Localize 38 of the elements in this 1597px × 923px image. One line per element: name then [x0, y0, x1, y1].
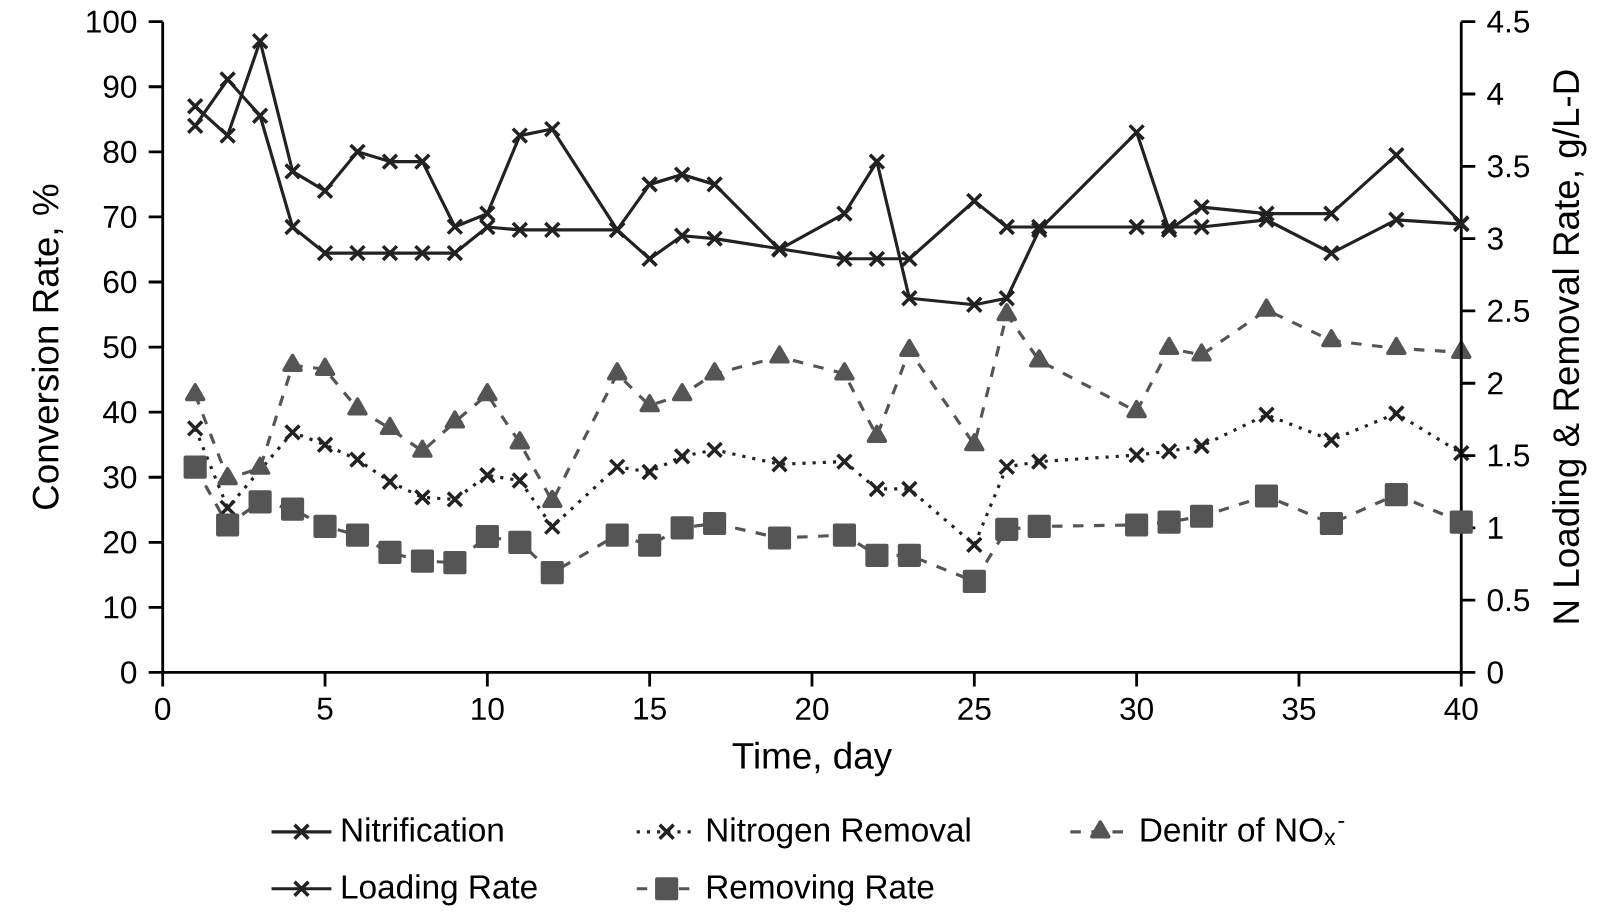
x-tick-label: 40: [1444, 697, 1478, 721]
x-tick-label: 5: [317, 697, 333, 720]
y-tick-label: 20: [103, 531, 137, 554]
x-tick-label: 15: [634, 697, 666, 720]
y-tick-label: 60: [103, 270, 137, 294]
x-axis-title: Time, day: [732, 741, 893, 777]
y2-tick-label: 3.5: [1487, 155, 1530, 178]
x-tick-label: 30: [1120, 697, 1153, 721]
y-tick-label: 40: [103, 400, 137, 424]
y-tick-label: 80: [103, 140, 137, 164]
y2-tick-label: 0: [1487, 661, 1503, 684]
y-tick-label: 0: [121, 661, 137, 684]
x-tick-label: 0: [155, 697, 171, 721]
legend-label: Nitrogen Removal: [707, 817, 970, 849]
y2-tick-label: 2.5: [1488, 299, 1530, 323]
y2-tick-label: 4: [1487, 83, 1504, 105]
legend-label: Loading Rate: [342, 874, 537, 906]
x-tick-label: 35: [1282, 697, 1316, 721]
y-tick-label: 10: [104, 596, 137, 619]
y2-tick-label: 1: [1488, 516, 1503, 539]
legend-label: Nitrification: [342, 817, 503, 842]
y2-tick-label: 3: [1487, 227, 1503, 250]
y-tick-label: 100: [87, 10, 137, 33]
y-tick-label: 30: [103, 466, 137, 489]
y-tick-label: 70: [103, 205, 137, 229]
y2-tick-label: 4.5: [1487, 10, 1530, 33]
y2-axis-title: N Loading & Removal Rate, g/L-D: [1552, 70, 1587, 623]
y-tick-label: 90: [103, 75, 137, 98]
y-axis-title: Conversion Rate, %: [31, 184, 64, 509]
x-tick-label: 20: [796, 697, 829, 721]
y2-tick-label: 2: [1488, 372, 1503, 395]
legend-label: Removing Rate: [707, 874, 934, 906]
legend-label: Denitr of NO$_{x}$-: [1141, 817, 1345, 846]
y2-tick-label: 1.5: [1488, 444, 1530, 467]
y-tick-label: 50: [103, 335, 137, 359]
x-tick-label: 10: [472, 697, 504, 721]
y2-tick-label: 0.5: [1487, 588, 1530, 612]
x-tick-label: 25: [958, 697, 991, 721]
